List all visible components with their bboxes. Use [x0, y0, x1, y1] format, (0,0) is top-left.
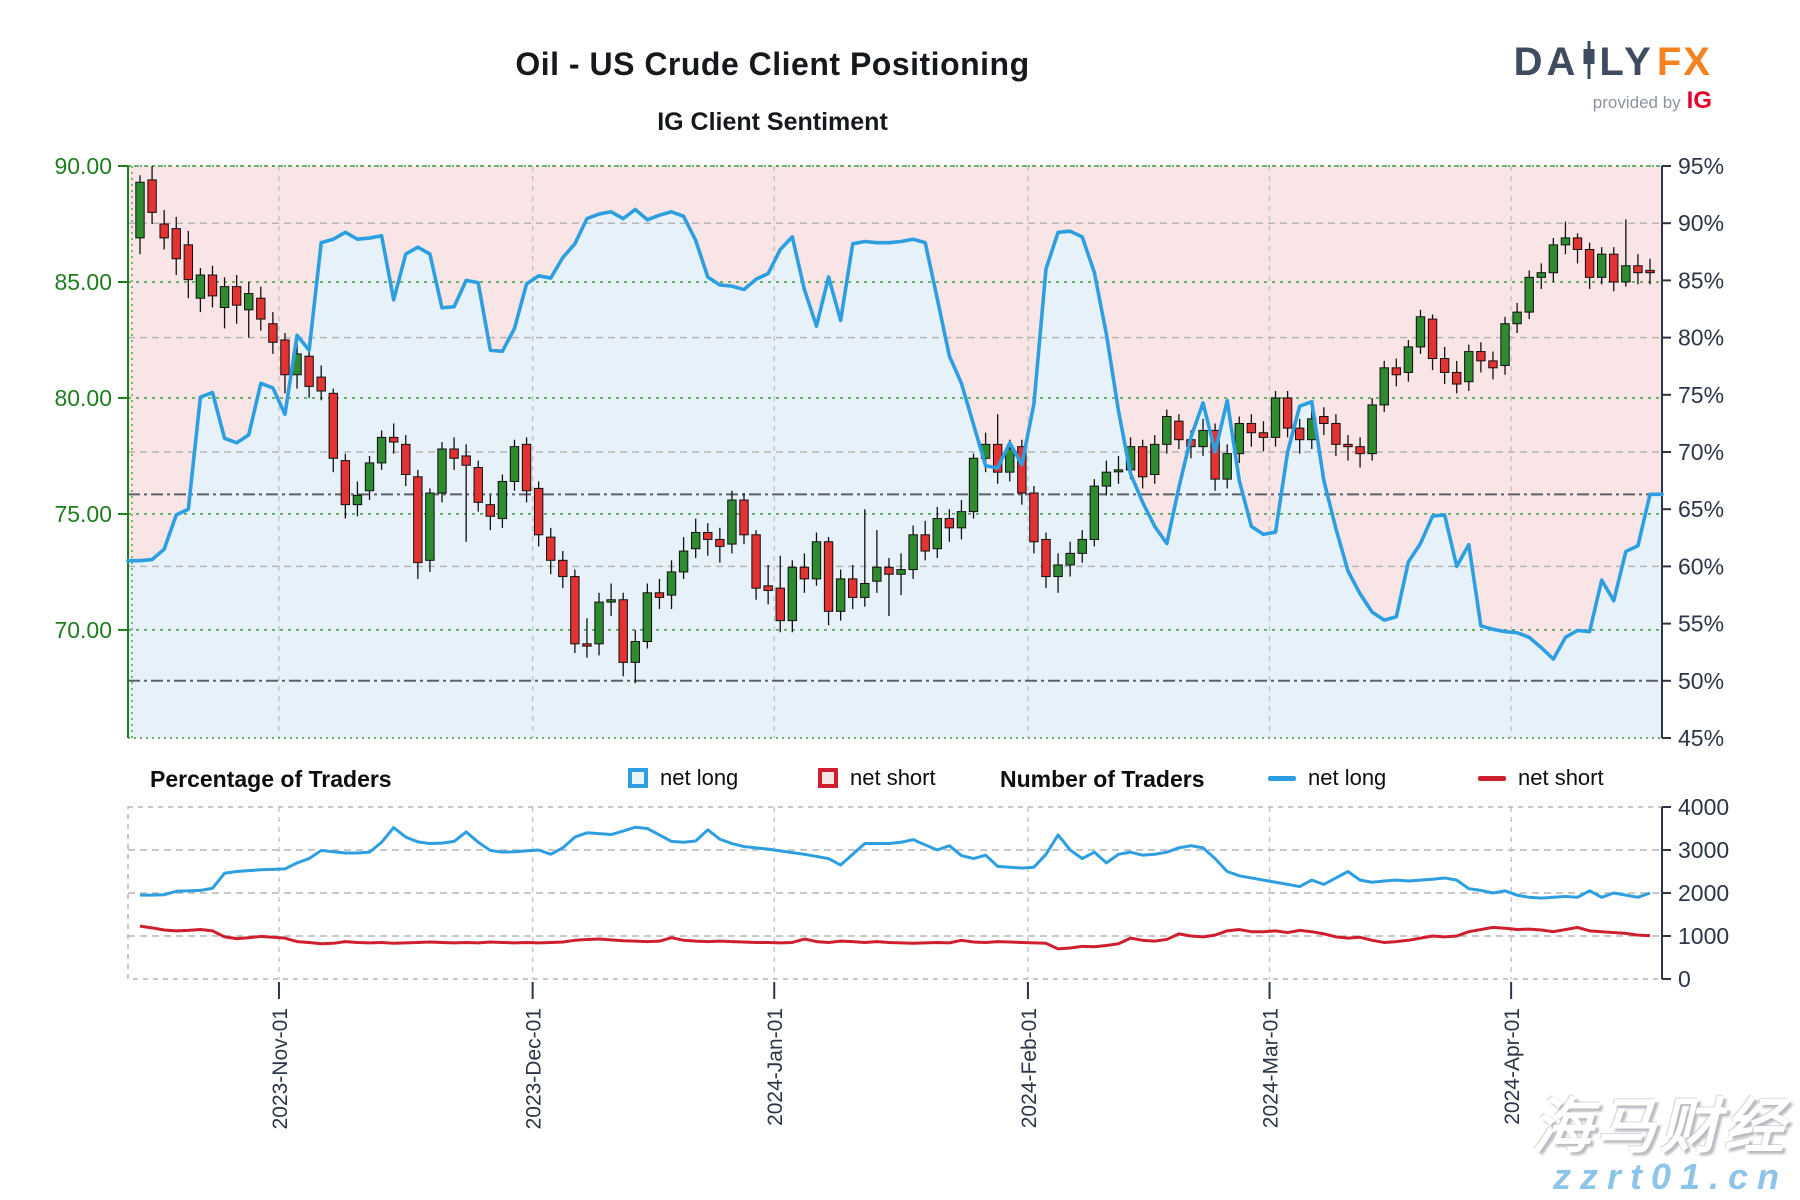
svg-text:45%: 45% — [1678, 725, 1724, 751]
svg-text:80%: 80% — [1678, 325, 1724, 351]
legend-row: Percentage of Traders net long net short… — [0, 760, 1800, 800]
svg-text:2023-Dec-01: 2023-Dec-01 — [523, 1008, 546, 1129]
svg-text:2000: 2000 — [1678, 880, 1729, 906]
svg-text:55%: 55% — [1678, 611, 1724, 637]
legend-net-long-label: net long — [660, 765, 739, 790]
legend-percentage-title: Percentage of Traders — [150, 766, 392, 792]
logo-text-ly: LY — [1599, 40, 1655, 84]
logo-text-fx: FX — [1656, 40, 1712, 84]
svg-text:65%: 65% — [1678, 496, 1724, 522]
svg-text:70%: 70% — [1678, 439, 1724, 465]
legend-number-title: Number of Traders — [1000, 766, 1205, 792]
svg-text:0: 0 — [1678, 966, 1691, 992]
svg-text:2023-Nov-01: 2023-Nov-01 — [269, 1008, 292, 1129]
watermark-chinese: 海马财经 — [1532, 1093, 1788, 1161]
logo-text-da: DA — [1513, 40, 1580, 84]
page-title: Oil - US Crude Client Positioning — [515, 46, 1030, 82]
price-sentiment-chart: 90.00 85.00 80.00 75.00 70.00 95% 90% 85% 80% 75%… — [54, 153, 1724, 751]
legend-count-net-long-label: net long — [1308, 765, 1387, 790]
net-long-swatch-icon — [628, 768, 648, 788]
svg-text:3000: 3000 — [1678, 837, 1729, 863]
svg-text:1000: 1000 — [1678, 923, 1729, 949]
legend-net-short-label: net short — [850, 765, 936, 790]
watermark-url: zzrt01.cn — [1552, 1156, 1788, 1198]
legend-count-net-short-label: net short — [1518, 765, 1604, 790]
dailyfx-logo: DA LY FX provided by IG — [1514, 40, 1712, 115]
chart-subtitle: IG Client Sentiment — [657, 108, 888, 136]
svg-text:85%: 85% — [1678, 267, 1724, 293]
net-short-swatch-icon — [818, 768, 838, 788]
svg-text:2024-Jan-01: 2024-Jan-01 — [764, 1008, 787, 1126]
svg-text:50%: 50% — [1678, 668, 1724, 694]
svg-text:2024-Apr-01: 2024-Apr-01 — [1501, 1008, 1524, 1125]
svg-text:85.00: 85.00 — [54, 269, 112, 295]
svg-text:75%: 75% — [1678, 382, 1724, 408]
svg-text:90.00: 90.00 — [54, 153, 112, 179]
svg-text:75.00: 75.00 — [54, 501, 112, 527]
svg-text:2024-Feb-01: 2024-Feb-01 — [1018, 1008, 1041, 1128]
svg-text:2024-Mar-01: 2024-Mar-01 — [1260, 1008, 1283, 1128]
svg-text:4000: 4000 — [1678, 794, 1729, 820]
trader-count-chart: 2023-Nov-01 2023-Dec-01 2024-Jan-01 2024-Fe… — [127, 794, 1729, 1129]
provided-by-label: provided by — [1592, 93, 1681, 112]
svg-text:70.00: 70.00 — [54, 617, 112, 643]
candlestick-icon — [1581, 41, 1597, 84]
svg-text:95%: 95% — [1678, 153, 1724, 179]
net-long-line-icon — [1268, 775, 1296, 781]
svg-text:90%: 90% — [1678, 210, 1724, 236]
ig-logo: IG — [1686, 87, 1712, 114]
net-short-line-icon — [1478, 775, 1506, 781]
watermark: 海马财经 zzrt01.cn — [1532, 1095, 1788, 1196]
svg-text:80.00: 80.00 — [54, 385, 112, 411]
svg-text:60%: 60% — [1678, 553, 1724, 579]
